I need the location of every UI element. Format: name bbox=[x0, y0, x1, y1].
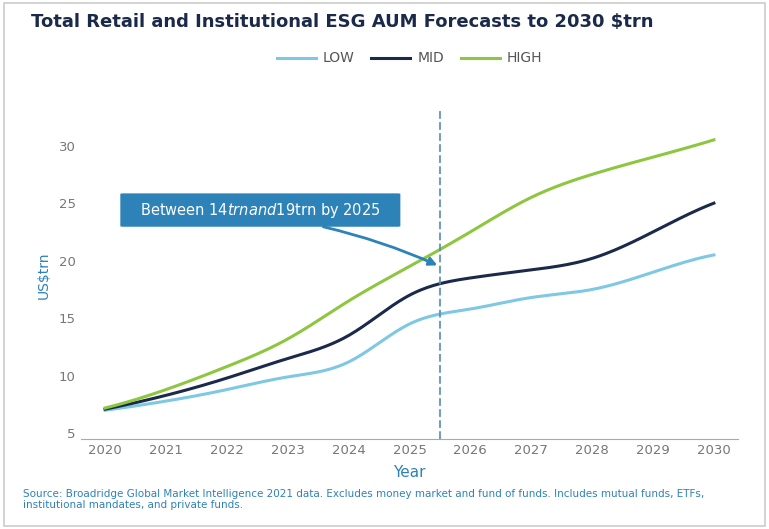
Text: Source: Broadridge Global Market Intelligence 2021 data. Excludes money market a: Source: Broadridge Global Market Intelli… bbox=[23, 489, 704, 510]
LOW bbox=[102, 407, 112, 413]
MID bbox=[614, 245, 623, 252]
LOW bbox=[614, 280, 623, 286]
HIGH bbox=[652, 153, 661, 159]
HIGH bbox=[463, 231, 472, 237]
Line: MID: MID bbox=[105, 203, 714, 409]
Line: HIGH: HIGH bbox=[105, 140, 714, 408]
Text: Total Retail and Institutional ESG AUM Forecasts to 2030 $trn: Total Retail and Institutional ESG AUM F… bbox=[31, 13, 653, 31]
HIGH bbox=[473, 224, 482, 231]
LOW bbox=[473, 305, 482, 311]
LOW bbox=[101, 407, 110, 414]
HIGH bbox=[709, 136, 718, 143]
HIGH bbox=[102, 404, 112, 411]
MID bbox=[102, 406, 112, 412]
LOW bbox=[652, 268, 661, 274]
MID bbox=[473, 273, 482, 280]
MID bbox=[461, 276, 470, 282]
Y-axis label: US$trn: US$trn bbox=[37, 251, 51, 299]
LOW bbox=[463, 306, 472, 313]
Text: Between $14trn and $19trn by 2025: Between $14trn and $19trn by 2025 bbox=[140, 200, 381, 220]
MID bbox=[652, 227, 661, 233]
MID bbox=[709, 200, 718, 206]
MID bbox=[101, 406, 110, 412]
HIGH bbox=[614, 163, 623, 170]
HIGH bbox=[461, 232, 470, 238]
HIGH bbox=[101, 405, 110, 411]
Line: LOW: LOW bbox=[105, 255, 714, 411]
X-axis label: Year: Year bbox=[393, 466, 426, 480]
MID bbox=[463, 275, 472, 281]
LOW bbox=[461, 307, 470, 313]
FancyBboxPatch shape bbox=[120, 194, 401, 227]
Legend: LOW, MID, HIGH: LOW, MID, HIGH bbox=[271, 46, 548, 71]
LOW bbox=[709, 252, 718, 258]
